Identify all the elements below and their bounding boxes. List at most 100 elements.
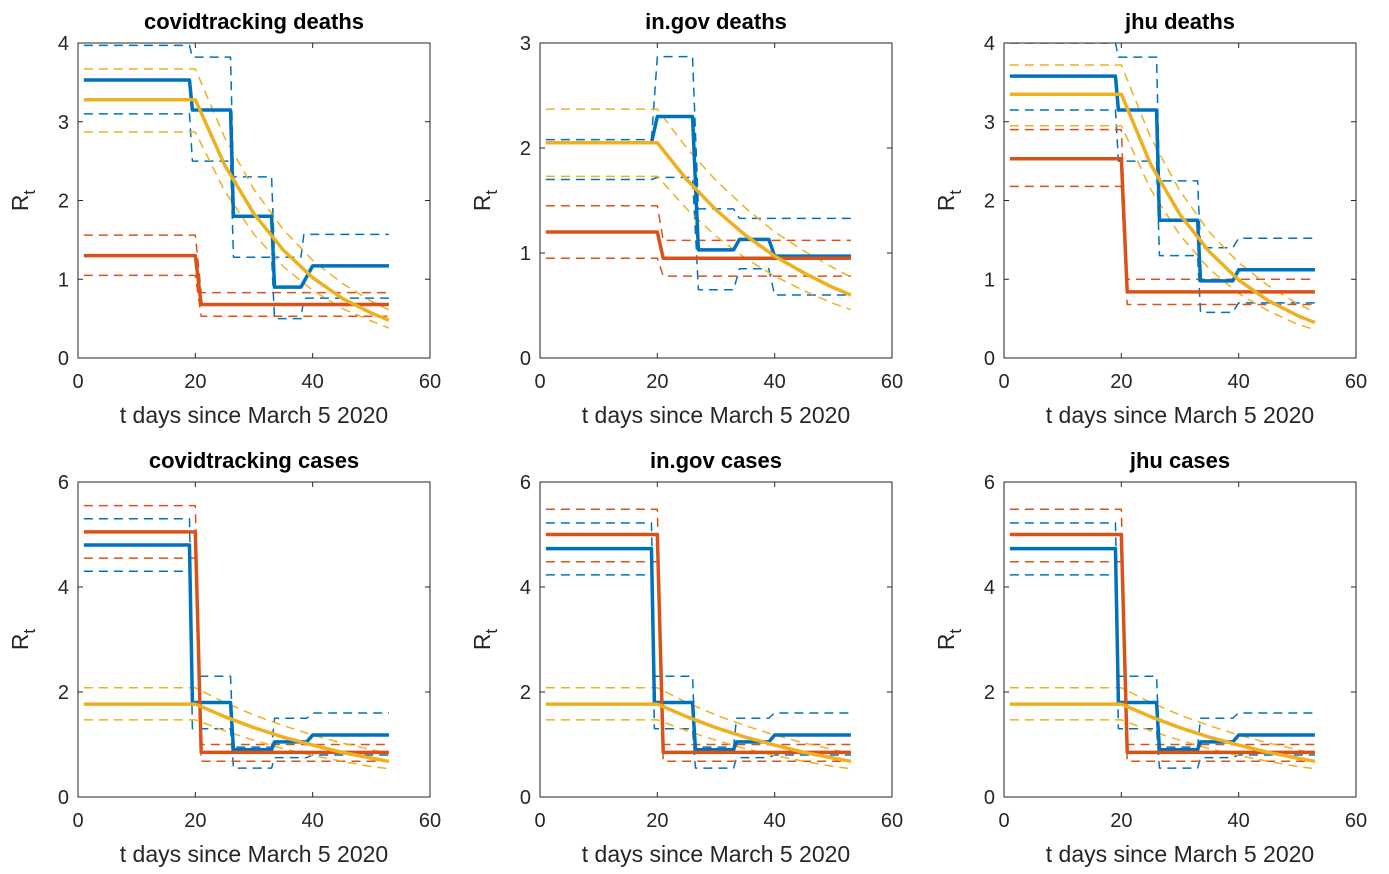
bound-line [83,687,390,755]
axes-box [539,481,893,798]
bound-line [83,44,389,258]
x-tick-label: 20 [184,810,206,832]
bound-line [83,719,390,770]
bound-line [1009,109,1315,314]
chart-title: in.gov deaths [645,9,787,34]
estimate-line [545,114,851,258]
x-tick-label: 40 [302,810,324,832]
x-tick-label: 0 [72,371,83,393]
series-group [545,55,852,311]
y-axis-label-base: R [933,195,959,212]
y-tick-label: 2 [58,191,69,213]
y-tick-label: 0 [984,348,995,370]
y-axis-label-subscript: t [946,190,965,195]
y-axis-label-base: R [7,195,33,212]
y-tick-label: 4 [520,577,531,599]
series-group [1009,43,1316,331]
y-axis-label: Rt [7,190,39,212]
x-tick-label: 0 [72,810,83,832]
y-tick-label: 0 [520,787,531,809]
y-tick-label: 4 [984,33,995,55]
x-tick-label: 60 [1345,810,1367,832]
estimate-line [1009,702,1316,764]
x-tick-label: 0 [998,371,1009,393]
estimate-line [545,702,852,764]
estimate-line [545,532,851,755]
plot-area [78,482,430,797]
y-axis-label-subscript: t [482,629,501,634]
y-axis-label: Rt [7,629,39,651]
y-tick-label: 1 [58,269,69,291]
plot-area [1004,43,1356,358]
x-axis-label: t days since March 5 2020 [582,841,850,867]
series-group [83,44,390,329]
series-group [545,508,852,770]
x-tick-label: 20 [1110,371,1132,393]
x-tick-label: 20 [646,810,668,832]
bound-line [83,131,390,329]
bound-line [1009,43,1315,249]
bound-line [1009,64,1316,313]
subplot: 0 20 40 60 0 1 2 3 in.gov deaths t days since Mar… [469,9,903,428]
x-tick-label: 40 [764,810,786,832]
bound-line [545,108,852,278]
subplot: 0 20 40 60 0 2 4 6 covidtracking cases t days sin… [7,448,441,867]
estimate-line [83,253,389,307]
x-tick-label: 60 [1345,371,1367,393]
subplot: 0 20 40 60 0 1 2 3 4 covidtracking deaths t days s… [7,9,441,428]
y-tick-label: 4 [58,577,69,599]
y-tick-label: 3 [58,112,69,134]
estimate-line [1009,92,1316,325]
x-tick-label: 20 [184,371,206,393]
y-tick-label: 2 [520,682,531,704]
x-tick-label: 60 [881,371,903,393]
plot-area [540,43,892,358]
estimate-line [1009,532,1315,755]
estimate-line [545,141,852,297]
y-axis-label-subscript: t [20,629,39,634]
estimate-line [545,230,851,260]
y-tick-label: 1 [520,243,531,265]
bound-line [1009,719,1316,770]
series-group [83,504,390,770]
estimate-line [83,702,390,764]
y-axis-label-base: R [7,634,33,651]
y-tick-label: 0 [58,348,69,370]
x-tick-label: 60 [419,371,441,393]
y-tick-label: 4 [58,33,69,55]
x-tick-label: 40 [764,371,786,393]
y-tick-label: 0 [58,787,69,809]
chart-title: covidtracking deaths [144,9,364,34]
bound-line [83,113,389,320]
y-tick-label: 6 [520,472,531,494]
chart-title: covidtracking cases [149,448,359,473]
x-tick-label: 0 [534,371,545,393]
y-axis-label-base: R [933,634,959,651]
estimate-line [83,97,390,322]
x-axis-label: t days since March 5 2020 [582,402,850,428]
y-axis-label-base: R [469,195,495,212]
bound-line [545,257,851,277]
axes-box [539,42,893,359]
subplot: 0 20 40 60 0 2 4 6 jhu cases t days since March 5… [933,448,1367,867]
y-axis-label: Rt [933,190,965,212]
subplot: 0 20 40 60 0 1 2 3 4 jhu deaths t days since March… [933,9,1367,428]
chart-title: jhu deaths [1124,9,1235,34]
y-axis-label-subscript: t [946,629,965,634]
subplot: 0 20 40 60 0 2 4 6 in.gov cases t days since Marc… [469,448,903,867]
x-tick-label: 20 [1110,810,1132,832]
y-tick-label: 3 [984,112,995,134]
x-tick-label: 20 [646,371,668,393]
y-tick-label: 3 [520,33,531,55]
y-tick-label: 2 [58,682,69,704]
x-tick-label: 40 [1228,371,1250,393]
bound-line [545,687,852,755]
y-tick-label: 2 [984,682,995,704]
x-axis-label: t days since March 5 2020 [1046,402,1314,428]
x-tick-label: 40 [1228,810,1250,832]
x-axis-label: t days since March 5 2020 [120,841,388,867]
x-axis-label: t days since March 5 2020 [1046,841,1314,867]
estimate-line [83,543,389,752]
